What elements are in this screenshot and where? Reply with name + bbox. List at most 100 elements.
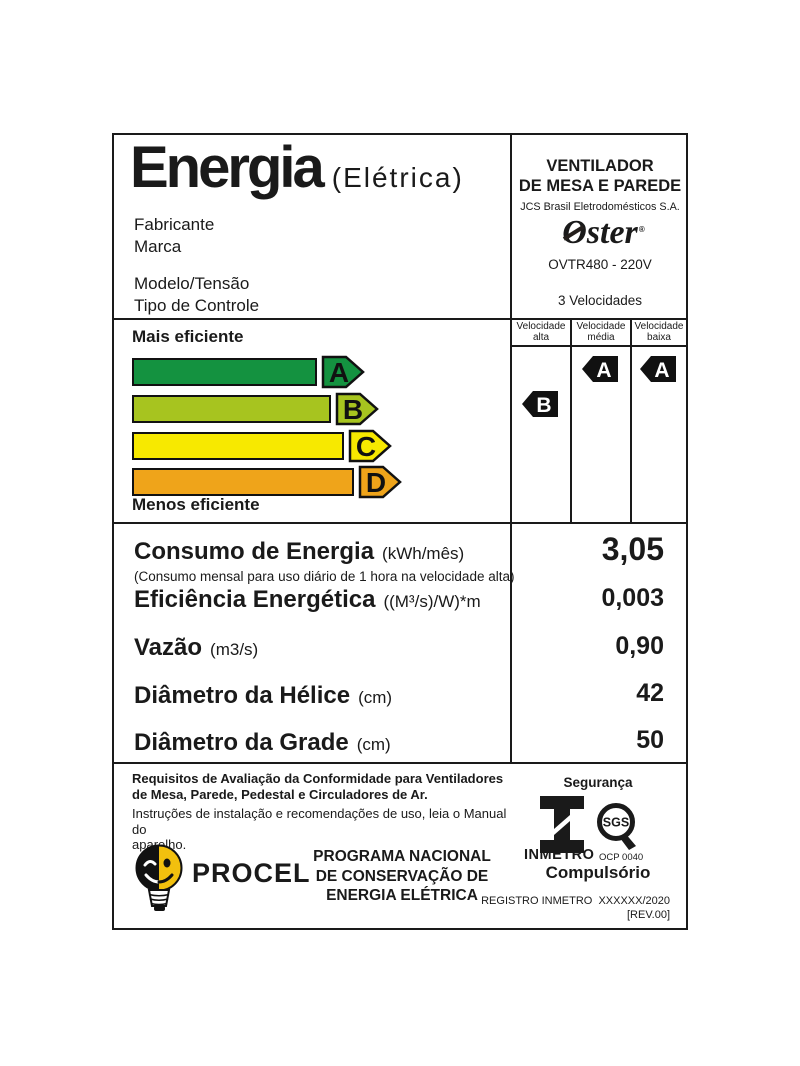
instructions-line1: Instruções de instalação e recomendações… xyxy=(132,806,507,837)
registered-mark-icon: ® xyxy=(638,225,645,234)
grade-letter-c: C xyxy=(356,431,376,462)
registro-inmetro: REGISTRO INMETRO XXXXXX/2020 xyxy=(481,895,670,907)
metric-grade: Diâmetro da Grade (cm) xyxy=(134,729,391,757)
instructions-text: Instruções de instalação e recomendações… xyxy=(132,806,514,853)
metric-vazao: Vazão (m3/s) xyxy=(134,634,258,662)
efficiency-bar-b xyxy=(132,395,331,423)
divider-vertical-main xyxy=(510,135,512,762)
metric-eficiencia: Eficiência Energética ((M³/s)/W)*m xyxy=(134,586,481,614)
grade-arrow-a-icon: A xyxy=(321,355,365,389)
page-title: Energia xyxy=(130,135,325,200)
field-marca: Marca xyxy=(134,237,182,256)
product-type-line2: DE MESA E PAREDE xyxy=(518,177,682,195)
program-line2: DE CONSERVAÇÃO DE xyxy=(315,867,489,885)
speed-header-media-line1: Velocidade xyxy=(576,321,626,332)
program-line1: PROGRAMA NACIONAL xyxy=(313,848,491,865)
grade-arrow-b-icon: B xyxy=(335,392,379,426)
metric-vazao-label: Vazão xyxy=(134,634,203,661)
divider-speed-header-bottom xyxy=(510,345,686,347)
metric-consumo-label: Consumo de Energia xyxy=(134,538,375,565)
inmetro-label: INMETRO xyxy=(524,847,595,863)
efficiency-bar-c xyxy=(132,432,344,460)
speed-header-baixa-line1: Velocidade xyxy=(634,321,684,332)
more-efficient-label: Mais eficiente xyxy=(132,327,244,346)
metric-eficiencia-value: 0,003 xyxy=(601,584,664,612)
grade-letter-d: D xyxy=(366,467,386,498)
divider-speed-col-1 xyxy=(570,318,572,524)
less-efficient-label: Menos eficiente xyxy=(132,495,260,514)
program-line3: ENERGIA ELÉTRICA xyxy=(326,887,478,904)
label-title-row: Energia (Elétrica) xyxy=(130,139,464,197)
manufacturer-name: JCS Brasil Eletrodomésticos S.A. xyxy=(520,201,680,213)
metric-consumo: Consumo de Energia (kWh/mês) xyxy=(134,538,464,566)
efficiency-bar-row-b: B xyxy=(132,392,379,426)
oster-logo: Oster ® xyxy=(562,214,645,252)
grade-arrow-c-icon: C xyxy=(348,429,392,463)
metric-helice: Diâmetro da Hélice (cm) xyxy=(134,682,392,710)
inmetro-logo-icon xyxy=(540,796,584,853)
rating-arrow-baixa-icon: A xyxy=(640,356,676,382)
metric-grade-value: 50 xyxy=(636,726,664,754)
speed-count: 3 Velocidades xyxy=(557,293,643,308)
speed-header-baixa-line2: baixa xyxy=(647,332,671,343)
model-voltage: OVTR480 - 220V xyxy=(548,257,652,272)
page-subtitle: (Elétrica) xyxy=(331,162,464,193)
speed-header-baixa: Velocidade baixa xyxy=(632,321,686,343)
brand-logo-wrap: Oster ® xyxy=(510,214,690,252)
efficiency-bar-a xyxy=(132,358,317,386)
rating-arrow-alta-icon: B xyxy=(522,391,558,417)
divider-chart-bottom xyxy=(114,522,686,524)
efficiency-bar-d xyxy=(132,468,354,496)
metric-grade-label: Diâmetro da Grade xyxy=(134,729,349,756)
rating-letter-media: A xyxy=(596,359,611,382)
seguranca-label: Segurança xyxy=(563,775,633,790)
speed-header-alta-line2: alta xyxy=(532,332,550,343)
program-name: PROGRAMA NACIONAL DE CONSERVAÇÃO DE ENER… xyxy=(292,847,512,906)
revision-label: [REV.00] xyxy=(626,909,670,921)
speed-header-alta: Velocidade alta xyxy=(512,321,570,343)
rating-letter-baixa: A xyxy=(654,359,669,382)
requirements-line2: de Mesa, Parede, Pedestal e Circuladores… xyxy=(132,786,428,802)
metric-consumo-unit: (kWh/mês) xyxy=(382,544,465,563)
metric-eficiencia-unit: ((M³/s)/W)*m xyxy=(383,592,481,611)
energy-label: Energia (Elétrica) Fabricante Marca Mode… xyxy=(112,133,688,930)
divider-header-bottom xyxy=(114,318,686,320)
procel-bulb-icon xyxy=(135,844,183,911)
requirements-text: Requisitos de Avaliação da Conformidade … xyxy=(132,771,520,802)
compulsorio-label: Compulsório xyxy=(545,863,651,882)
speed-header-media-line2: média xyxy=(587,332,615,343)
speed-header-alta-line1: Velocidade xyxy=(516,321,566,332)
metric-eficiencia-label: Eficiência Energética xyxy=(134,586,376,613)
metric-grade-unit: (cm) xyxy=(356,735,391,754)
efficiency-bar-row-c: C xyxy=(132,429,392,463)
metric-helice-value: 42 xyxy=(636,679,664,707)
grade-letter-a: A xyxy=(329,357,349,388)
product-type: VENTILADOR DE MESA E PAREDE xyxy=(510,156,690,196)
sgs-logo-text: SGS xyxy=(603,816,629,830)
efficiency-bar-row-d: D xyxy=(132,465,402,499)
product-type-line1: VENTILADOR xyxy=(546,157,654,175)
divider-speed-col-2 xyxy=(630,318,632,524)
efficiency-bar-row-a: A xyxy=(132,355,365,389)
field-tipo-controle: Tipo de Controle xyxy=(134,296,260,315)
procel-label: PROCEL xyxy=(192,858,311,888)
grade-letter-b: B xyxy=(343,394,363,425)
metric-helice-label: Diâmetro da Hélice xyxy=(134,682,351,709)
rating-letter-alta: B xyxy=(536,394,551,417)
ocp-number: OCP 0040 xyxy=(599,852,644,863)
instructions-line2: aparelho. xyxy=(132,837,187,852)
requirements-line1: Requisitos de Avaliação da Conformidade … xyxy=(132,771,504,786)
metric-vazao-unit: (m3/s) xyxy=(210,640,259,659)
rating-arrow-media-icon: A xyxy=(582,356,618,382)
metric-consumo-value: 3,05 xyxy=(601,531,664,567)
speed-header-media: Velocidade média xyxy=(572,321,630,343)
sgs-logo-icon: SGS xyxy=(597,803,636,850)
field-modelo-tensao: Modelo/Tensão xyxy=(134,274,250,293)
grade-arrow-d-icon: D xyxy=(358,465,402,499)
metric-helice-unit: (cm) xyxy=(358,688,393,707)
metric-vazao-value: 0,90 xyxy=(615,632,664,660)
divider-metrics-bottom xyxy=(114,762,686,764)
field-fabricante: Fabricante xyxy=(134,215,215,234)
consumption-note: (Consumo mensal para uso diário de 1 hor… xyxy=(134,569,515,584)
